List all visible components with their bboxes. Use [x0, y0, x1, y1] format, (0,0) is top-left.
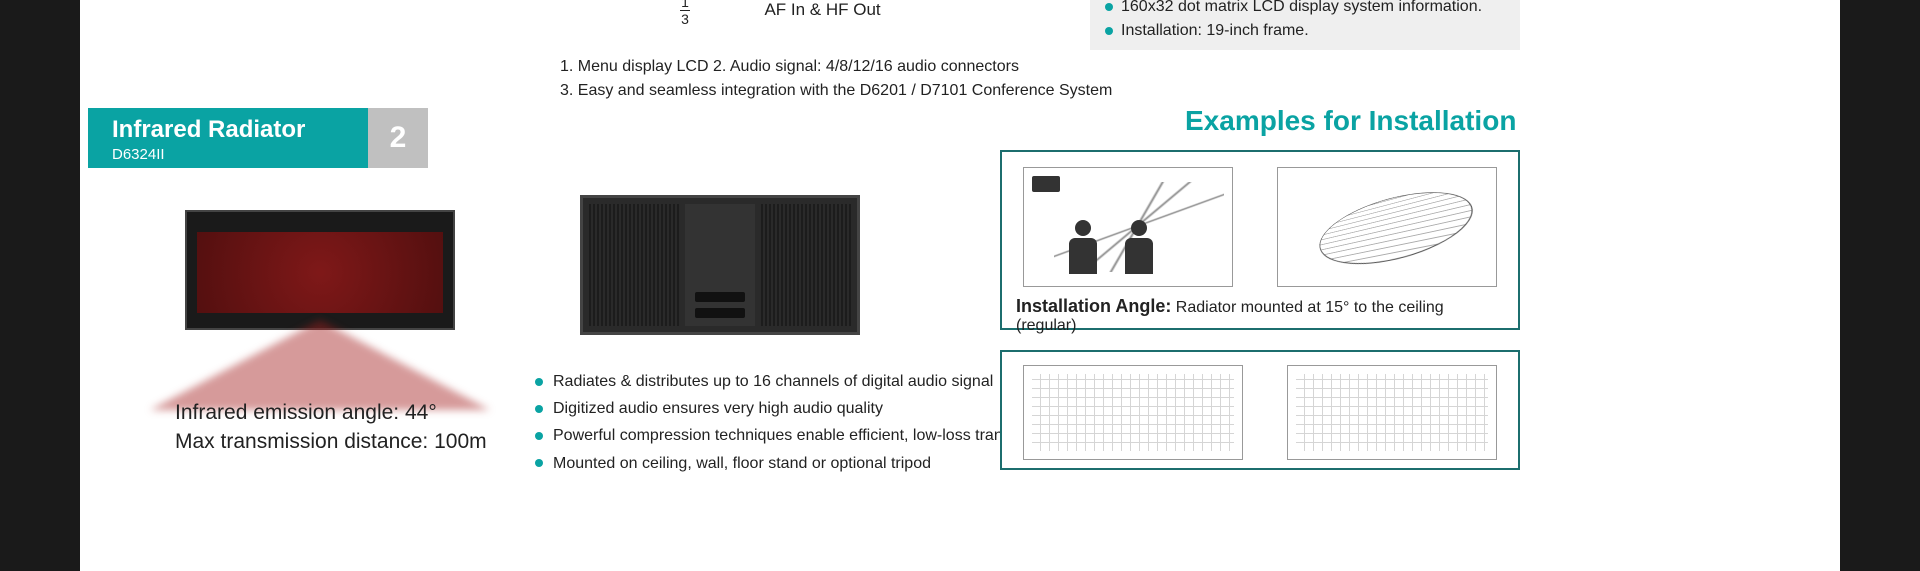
product-left-specs: Infrared emission angle: 44° Max transmi…: [175, 398, 487, 457]
bullet-text: Powerful compression techniques enable e…: [553, 422, 1065, 449]
bullet-icon: [535, 432, 543, 440]
example-diagrams: [1016, 162, 1504, 292]
infrared-beam: [150, 320, 490, 410]
bullet-icon: [535, 459, 543, 467]
bullet-text: Digitized audio ensures very high audio …: [553, 395, 883, 422]
feature-line: 160x32 dot matrix LCD display system inf…: [1105, 0, 1505, 16]
feature-line: Installation: 19-inch frame.: [1105, 22, 1505, 40]
feature-text: 160x32 dot matrix LCD display system inf…: [1121, 0, 1482, 16]
fraction-top: 1: [681, 0, 689, 10]
port-icon: [695, 308, 745, 318]
bullet-icon: [1105, 27, 1113, 35]
diagram-people: [1023, 167, 1233, 287]
note-line: 1. Menu display LCD 2. Audio signal: 4/8…: [560, 55, 1112, 79]
product-image-left: [150, 210, 490, 400]
bullet-row: Digitized audio ensures very high audio …: [535, 395, 1065, 422]
spec-line: Max transmission distance: 100m: [175, 427, 487, 456]
bullet-row: Mounted on ceiling, wall, floor stand or…: [535, 450, 1065, 477]
wireframe-icon: [1032, 374, 1234, 451]
bullet-row: Powerful compression techniques enable e…: [535, 422, 1065, 449]
caption-label: Installation Angle:: [1016, 296, 1171, 316]
section-model: D6324II: [112, 146, 350, 163]
fraction-bot: 3: [681, 11, 689, 27]
person-icon: [1120, 220, 1158, 280]
wireframe-icon: [1296, 374, 1488, 451]
fraction-label: 1 3: [680, 0, 690, 27]
diagram-room-b: [1287, 365, 1497, 460]
bullet-icon: [1105, 3, 1113, 11]
bullet-icon: [535, 405, 543, 413]
speaker-grille: [589, 204, 679, 326]
person-icon: [1064, 220, 1102, 280]
section-header: Infrared Radiator D6324II 2: [88, 108, 428, 168]
diagram-coverage: [1277, 167, 1497, 287]
bullet-icon: [535, 378, 543, 386]
example-box-1: Installation Angle: Radiator mounted at …: [1000, 150, 1520, 330]
product-image-center: [580, 195, 860, 335]
spec-line: Infrared emission angle: 44°: [175, 398, 487, 427]
device-ports: [685, 204, 755, 326]
feature-bullets: Radiates & distributes up to 16 channels…: [535, 368, 1065, 477]
people-icon: [1064, 220, 1158, 280]
example-caption: Installation Angle: Radiator mounted at …: [1016, 296, 1504, 335]
bullet-row: Radiates & distributes up to 16 channels…: [535, 368, 1065, 395]
page-margin-right: [1840, 0, 1920, 571]
top-mid-fragment: 1 3 AF In & HF Out: [680, 0, 881, 33]
notes-block: 1. Menu display LCD 2. Audio signal: 4/8…: [560, 55, 1112, 103]
af-label: AF In & HF Out: [764, 0, 880, 20]
top-feature-box: 160x32 dot matrix LCD display system inf…: [1090, 0, 1520, 50]
port-icon: [695, 292, 745, 302]
bullet-text: Radiates & distributes up to 16 channels…: [553, 368, 993, 395]
feature-text: Installation: 19-inch frame.: [1121, 22, 1309, 40]
diagram-room-a: [1023, 365, 1243, 460]
page-margin-left: [0, 0, 80, 571]
section-header-teal: Infrared Radiator D6324II: [88, 108, 368, 168]
radiator-device: [185, 210, 455, 330]
ellipsoid-icon: [1311, 179, 1486, 276]
section-number: 2: [368, 108, 428, 168]
examples-heading: Examples for Installation: [1185, 105, 1516, 137]
note-line: 3. Easy and seamless integration with th…: [560, 79, 1112, 103]
example-box-2: [1000, 350, 1520, 470]
example-diagrams: [1016, 362, 1504, 462]
section-title: Infrared Radiator: [112, 116, 350, 144]
speaker-grille: [761, 204, 851, 326]
bullet-text: Mounted on ceiling, wall, floor stand or…: [553, 450, 931, 477]
